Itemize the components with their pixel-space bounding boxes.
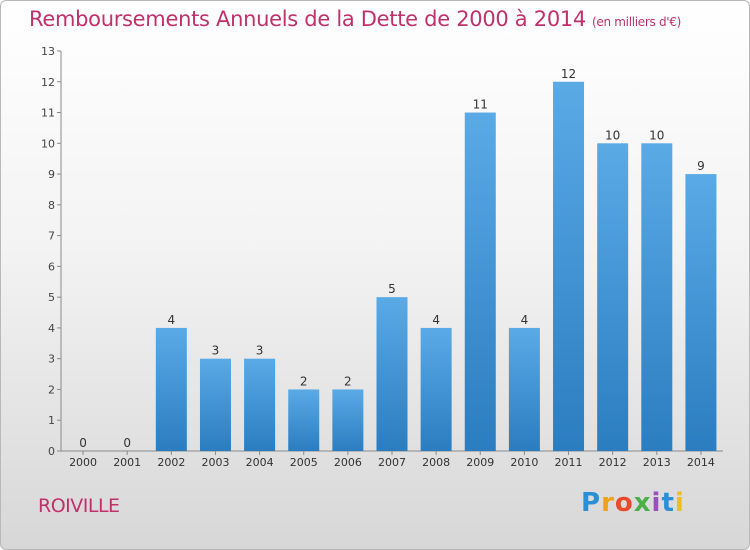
bar-2011 [553, 81, 585, 452]
y-tick-label: 1 [48, 414, 55, 427]
logo-letter: t [661, 488, 675, 518]
x-tick-label: 2011 [555, 456, 583, 469]
value-label-2001: 0 [123, 436, 131, 450]
x-tick-label: 2000 [69, 456, 97, 469]
y-tick-label: 10 [41, 137, 55, 150]
bar-2002 [155, 327, 187, 451]
bar-2013 [641, 143, 673, 452]
y-tick-label: 7 [48, 230, 55, 243]
bar-2009 [464, 112, 496, 452]
logo-letter: o [614, 488, 634, 518]
y-tick-label: 3 [48, 353, 55, 366]
x-tick-label: 2012 [599, 456, 627, 469]
bar-2014 [685, 174, 717, 452]
chart-bars [155, 81, 717, 452]
place-name: ROIVILLE [38, 495, 120, 517]
chart-title: Remboursements Annuels de la Dette de 20… [29, 7, 681, 31]
x-tick-label: 2014 [687, 456, 715, 469]
y-tick-label: 9 [48, 168, 55, 181]
x-tick-label: 2009 [466, 456, 494, 469]
x-tick-label: 2003 [201, 456, 229, 469]
value-label-2014: 9 [697, 159, 705, 173]
value-label-2000: 0 [79, 436, 87, 450]
x-tick-label: 2004 [246, 456, 274, 469]
bar-2012 [597, 143, 629, 452]
logo-letter: i [651, 488, 662, 518]
value-label-2006: 2 [344, 374, 352, 388]
value-label-2011: 12 [561, 67, 576, 81]
value-label-2003: 3 [212, 344, 220, 358]
value-label-2012: 10 [605, 128, 620, 142]
x-tick-label: 2006 [334, 456, 362, 469]
bar-2010 [508, 327, 540, 451]
value-label-2002: 4 [168, 313, 176, 327]
bar-2003 [199, 358, 231, 451]
chart-subtitle: (en milliers d'€) [592, 15, 682, 29]
y-tick-label: 5 [48, 291, 55, 304]
y-tick-label: 8 [48, 199, 55, 212]
value-label-2010: 4 [521, 313, 529, 327]
bar-2008 [420, 327, 452, 451]
x-tick-label: 2001 [113, 456, 141, 469]
logo-letter: i [674, 488, 685, 518]
chart-title-text: Remboursements Annuels de la Dette de 20… [29, 7, 586, 31]
bar-2006 [332, 389, 364, 451]
value-label-2009: 11 [473, 98, 488, 112]
x-tick-label: 2007 [378, 456, 406, 469]
y-tick-label: 6 [48, 260, 55, 273]
logo-letter: x [633, 488, 652, 518]
bar-2004 [244, 358, 276, 451]
bar-2005 [288, 389, 320, 451]
y-tick-label: 2 [48, 383, 55, 396]
x-tick-label: 2008 [422, 456, 450, 469]
x-tick-label: 2010 [510, 456, 538, 469]
proxiti-logo[interactable]: Proxiti [581, 488, 685, 518]
value-label-2005: 2 [300, 374, 308, 388]
y-tick-label: 0 [48, 445, 55, 458]
y-tick-label: 13 [41, 45, 55, 58]
x-tick-label: 2002 [157, 456, 185, 469]
chart-labels: 2000 0 2001 0 2002 4 2003 3 2004 3 2005 2 2006 2 2007 5… [69, 67, 715, 469]
logo-letter: P [581, 488, 602, 518]
value-label-2004: 3 [256, 344, 264, 358]
value-label-2013: 10 [649, 128, 664, 142]
value-label-2008: 4 [432, 313, 440, 327]
y-tick-label: 12 [41, 76, 55, 89]
value-label-2007: 5 [388, 282, 396, 296]
y-tick-label: 4 [48, 322, 55, 335]
x-tick-label: 2005 [290, 456, 318, 469]
x-tick-label: 2013 [643, 456, 671, 469]
bar-2007 [376, 297, 408, 451]
logo-letter: r [601, 488, 615, 518]
y-tick-label: 11 [41, 107, 55, 120]
